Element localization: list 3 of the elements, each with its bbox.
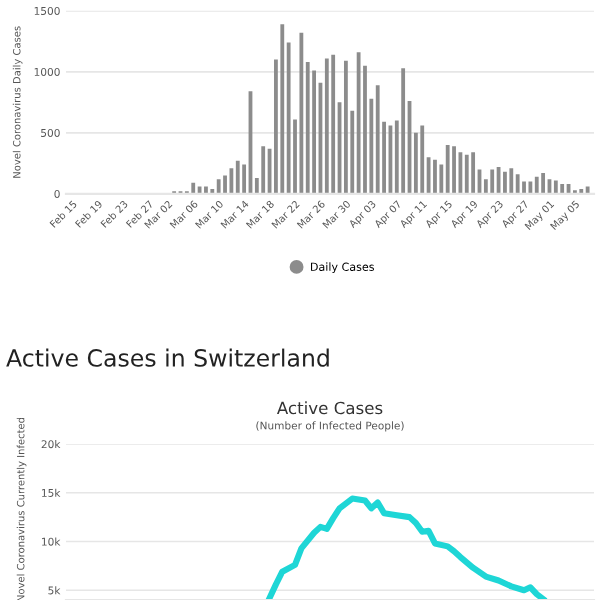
- line-series: [266, 495, 547, 600]
- text: Active Cases in Switzerland: [6, 348, 329, 367]
- chart-title: Active Cases: [276, 401, 383, 415]
